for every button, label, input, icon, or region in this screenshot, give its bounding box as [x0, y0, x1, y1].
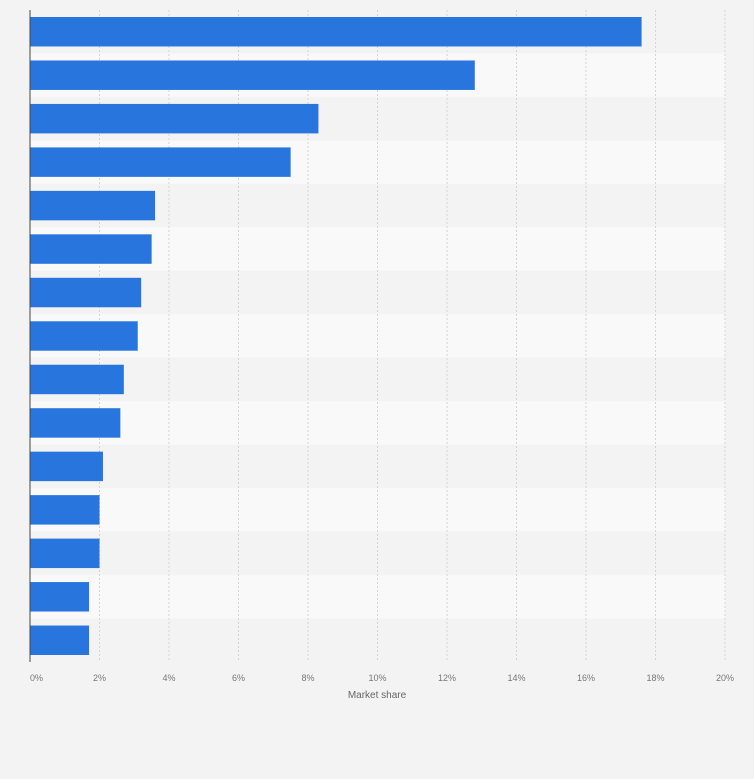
bar[interactable] — [30, 277, 142, 308]
x-tick-label: 2% — [93, 673, 106, 683]
bar[interactable] — [30, 103, 319, 134]
bar[interactable] — [30, 190, 156, 221]
bars — [30, 17, 642, 655]
x-tick-labels: 0% 2% 4% 6% 8% 10% 12% 14% 16% 18% 20% — [30, 673, 734, 683]
bar[interactable] — [30, 408, 121, 438]
bar[interactable] — [30, 147, 291, 177]
bar[interactable] — [30, 495, 100, 525]
bar[interactable] — [30, 451, 103, 482]
x-tick-label: 12% — [438, 673, 456, 683]
bar[interactable] — [30, 17, 642, 47]
bar[interactable] — [30, 625, 90, 655]
x-tick-label: 6% — [232, 673, 245, 683]
x-tick-label: 14% — [507, 673, 525, 683]
bar[interactable] — [30, 364, 124, 395]
x-tick-label: 0% — [30, 673, 43, 683]
x-axis-label: Market share — [348, 690, 407, 701]
x-tick-label: 16% — [577, 673, 595, 683]
bar[interactable] — [30, 582, 90, 612]
bar[interactable] — [30, 538, 100, 569]
bar[interactable] — [30, 321, 138, 351]
x-tick-label: 10% — [368, 673, 386, 683]
x-tick-label: 4% — [162, 673, 175, 683]
bar[interactable] — [30, 234, 152, 264]
x-tick-label: 18% — [646, 673, 664, 683]
x-tick-label: 20% — [716, 673, 734, 683]
row-band — [30, 575, 725, 619]
x-tick-label: 8% — [301, 673, 314, 683]
bar[interactable] — [30, 60, 475, 90]
